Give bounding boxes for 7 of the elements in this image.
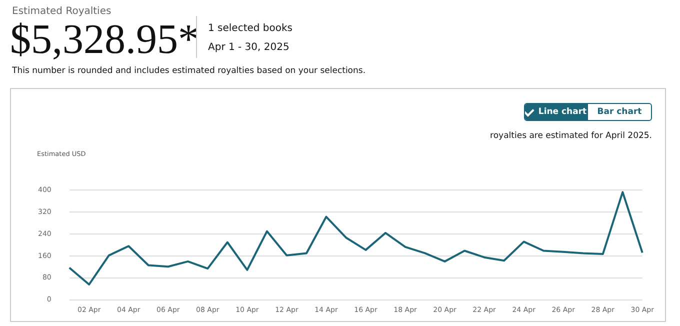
text: Apr 1 - 30, 2025 [208, 42, 290, 53]
chart-type-toggle[interactable]: Line chart Bar chart [524, 103, 652, 121]
text: royalties are estimated for April 2025. [490, 131, 652, 141]
chart-title: Estimated Royalties [12, 6, 112, 17]
text: This number is rounded and includes estimated royalties based on your selections. [12, 66, 366, 76]
text: 1 selected books [208, 23, 293, 34]
chart-subtitle: $5,328.95* [10, 16, 199, 64]
